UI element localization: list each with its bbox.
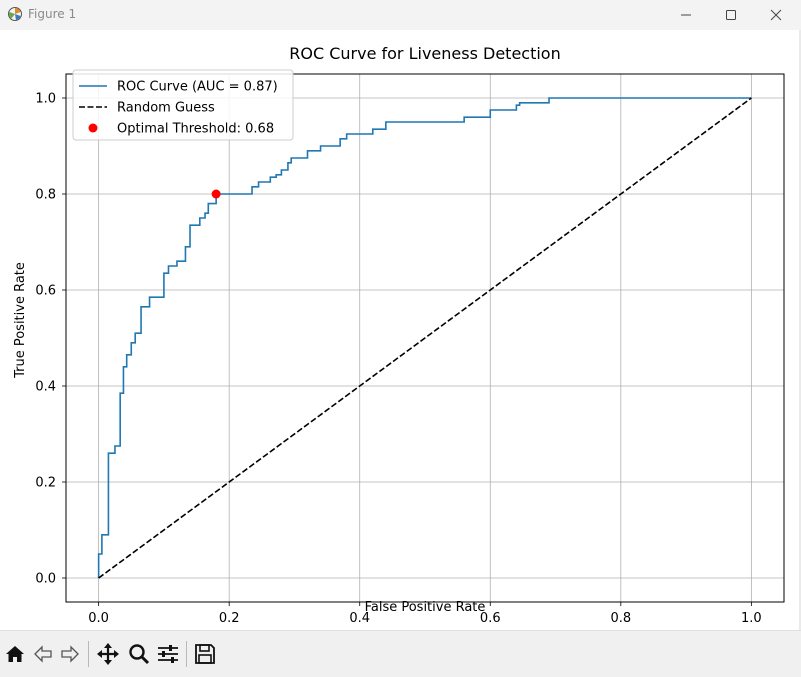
title-bar[interactable]: Figure 1 [0,0,801,30]
random-guess-line [98,97,752,579]
back-button[interactable] [29,640,57,668]
configure-subplots-icon [158,645,178,663]
y-tick-label: 0.8 [35,188,56,203]
x-tick-label: 1.0 [741,611,762,626]
y-tick-label: 1.0 [35,92,56,107]
legend: ROC Curve (AUC = 0.87) Random Guess Opti… [72,69,294,141]
pan-move-icon [97,643,119,665]
zoom-button[interactable] [125,640,153,668]
forward-button[interactable] [56,640,84,668]
save-button[interactable] [191,640,219,668]
y-tick-label: 0.4 [35,380,56,395]
optimal-threshold-point [211,189,221,199]
maximize-icon [726,10,736,20]
configure-subplots-button[interactable] [154,640,182,668]
matplotlib-icon [8,7,22,21]
legend-optimal-label: Optimal Threshold: 0.68 [117,122,274,137]
zoom-magnifier-icon [129,644,150,665]
x-tick-label: 0.0 [88,611,109,626]
axes-frame [65,73,785,603]
minimize-icon [681,14,691,16]
roc-chart: 0.0 0.2 0.4 0.6 0.8 1.0 0.0 0.2 0.4 0.6 0.8 1.0 ROC… [13,44,785,627]
maximize-button[interactable] [708,0,754,30]
window-title: Figure 1 [28,7,77,21]
legend-optimal-swatch [88,123,98,133]
x-tick-label: 0.4 [349,611,370,626]
home-icon [6,646,24,662]
back-arrow-icon [34,645,52,663]
roc-curve-line [97,97,752,578]
toolbar-separator [88,641,89,667]
close-button[interactable] [753,0,799,30]
axis-ticks: 0.0 0.2 0.4 0.6 0.8 1.0 0.0 0.2 0.4 0.6 0.8 1.0 [35,92,761,627]
forward-arrow-icon [61,645,79,663]
y-tick-label: 0.0 [35,572,56,587]
legend-roc-label: ROC Curve (AUC = 0.87) [117,80,278,95]
chart-title: ROC Curve for Liveness Detection [289,44,560,63]
pan-button[interactable] [94,640,122,668]
y-tick-label: 0.2 [35,476,56,491]
close-icon [770,9,782,21]
y-axis-label: True Positive Rate [13,262,28,379]
y-tick-label: 0.6 [35,284,56,299]
x-tick-label: 0.8 [610,611,631,626]
x-tick-label: 0.6 [480,611,501,626]
navigation-toolbar [0,630,801,677]
legend-box [72,69,294,141]
plot-series [97,97,752,579]
window-edge [799,30,801,630]
x-axis-label: False Positive Rate [365,600,486,615]
x-tick-label: 0.2 [219,611,240,626]
save-disk-icon [195,644,215,664]
legend-random-label: Random Guess [117,101,215,116]
toolbar-separator [186,641,187,667]
home-button[interactable] [1,640,29,668]
minimize-button[interactable] [663,0,709,30]
